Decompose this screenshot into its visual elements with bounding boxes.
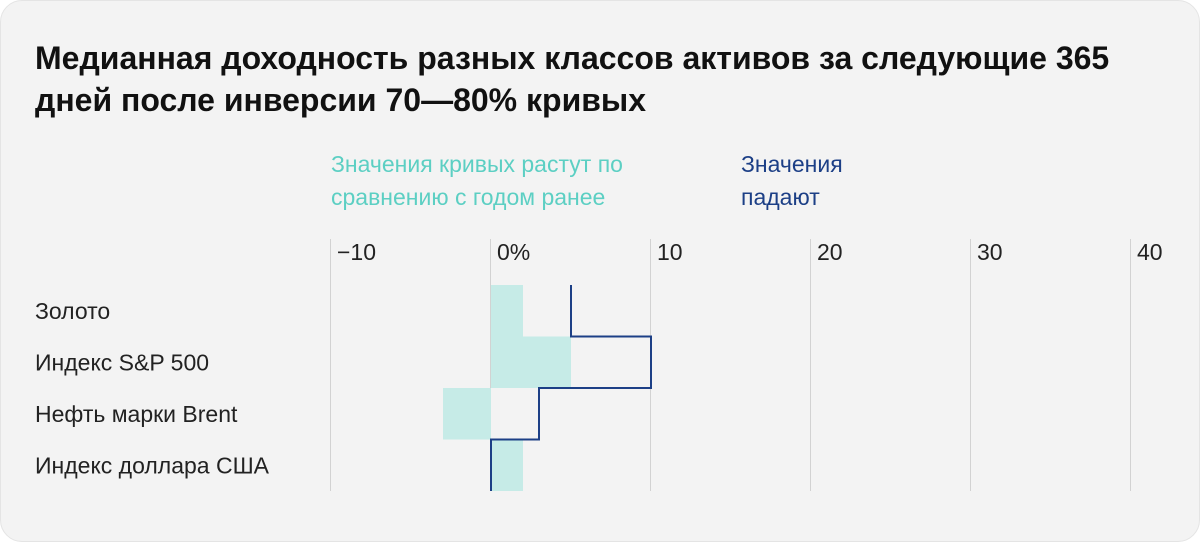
bar-rising [491,439,523,491]
category-label: Индекс S&P 500 [35,349,209,375]
x-tick-label: 0% [497,239,530,265]
x-tick-label: −10 [337,239,376,265]
bar-rising [491,336,571,388]
legend-rising: Значения кривых растут по сравнению с го… [331,151,623,210]
legend-falling: Значения падают [741,151,843,210]
x-tick-label: 10 [657,239,683,265]
category-label: Золото [35,298,110,324]
x-tick-label: 20 [817,239,843,265]
category-label: Индекс доллара США [35,452,270,478]
x-tick-label: 30 [977,239,1003,265]
chart-title: Медианная доходность разных классов акти… [35,40,1110,118]
x-tick-label: 40 [1137,239,1163,265]
category-label: Нефть марки Brent [35,401,238,427]
bar-rising [491,285,523,337]
step-line-falling [490,285,652,491]
bar-rising [443,388,491,440]
